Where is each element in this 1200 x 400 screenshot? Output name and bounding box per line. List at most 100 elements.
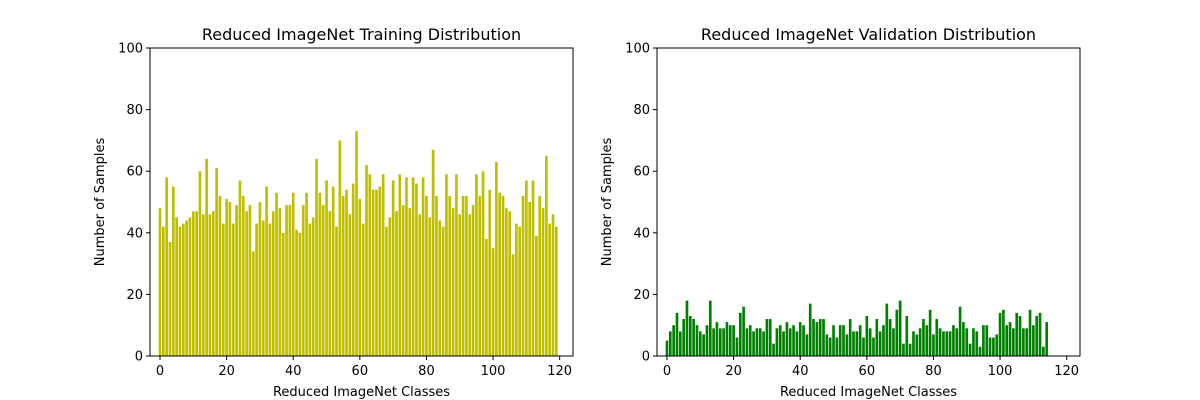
bar xyxy=(418,214,422,356)
bar xyxy=(165,177,168,356)
bar xyxy=(545,155,548,356)
bar xyxy=(878,331,882,356)
x-tick-label: 100 xyxy=(481,364,506,379)
bar xyxy=(245,211,248,356)
bar xyxy=(715,322,719,356)
y-tick-label: 0 xyxy=(135,350,143,365)
bar xyxy=(538,195,542,356)
bar xyxy=(718,328,722,356)
bar xyxy=(848,319,852,356)
bar xyxy=(675,312,679,356)
bar xyxy=(828,337,832,356)
bar xyxy=(842,325,845,356)
bar xyxy=(495,161,498,356)
bar xyxy=(501,195,505,356)
bar xyxy=(455,174,458,356)
bar xyxy=(775,328,779,356)
bar xyxy=(812,319,815,356)
bar xyxy=(778,325,782,356)
bar xyxy=(325,180,328,356)
bar xyxy=(752,331,755,356)
bar xyxy=(898,300,902,356)
bar xyxy=(732,325,735,356)
bar xyxy=(401,205,405,356)
bar xyxy=(942,331,945,356)
bar xyxy=(438,220,442,356)
bar xyxy=(298,232,302,356)
x-tick-label: 80 xyxy=(418,364,435,379)
bar xyxy=(475,174,478,356)
bar xyxy=(555,226,558,356)
bar xyxy=(311,217,315,356)
bar xyxy=(345,189,348,356)
bar xyxy=(705,325,709,356)
bar xyxy=(248,205,252,356)
bar xyxy=(988,337,992,356)
bar xyxy=(491,248,495,356)
bar xyxy=(855,331,859,356)
x-tick-label: 20 xyxy=(218,364,235,379)
x-tick-label: 20 xyxy=(725,364,742,379)
y-tick-label: 20 xyxy=(126,288,143,303)
bar xyxy=(468,214,472,356)
bar xyxy=(258,202,262,356)
bar xyxy=(441,226,445,356)
y-axis-label: Number of Samples xyxy=(93,138,108,267)
bar xyxy=(832,325,835,356)
bar xyxy=(435,195,438,356)
bar xyxy=(485,238,488,356)
x-axis-label: Reduced ImageNet Classes xyxy=(273,385,450,400)
bar xyxy=(231,223,235,356)
bar xyxy=(508,211,512,356)
bar xyxy=(335,226,338,356)
bar xyxy=(982,325,985,356)
bar xyxy=(875,319,879,356)
y-tick-label: 60 xyxy=(633,165,650,180)
plot-frame xyxy=(149,47,574,357)
bar xyxy=(995,334,999,356)
bar xyxy=(338,140,342,356)
bar xyxy=(535,235,538,356)
bar xyxy=(838,325,842,356)
bar xyxy=(678,331,682,356)
x-tick-label: 0 xyxy=(156,364,164,379)
bar xyxy=(858,325,862,356)
bar xyxy=(795,331,799,356)
x-axis-ticks: 0 20 40 60 80 100 120 xyxy=(663,356,1079,379)
bar xyxy=(685,300,689,356)
bar xyxy=(368,174,372,356)
y-tick-label: 60 xyxy=(126,165,143,180)
bar xyxy=(815,322,819,356)
bar xyxy=(865,315,869,356)
x-tick-label: 120 xyxy=(1054,364,1079,379)
bar xyxy=(355,131,358,356)
bar xyxy=(872,337,875,356)
bar xyxy=(992,337,995,356)
bar xyxy=(528,202,532,356)
bar xyxy=(805,334,809,356)
bar xyxy=(191,211,195,356)
bar xyxy=(531,180,535,356)
bar xyxy=(1032,325,1035,356)
bar xyxy=(725,322,729,356)
bar xyxy=(405,177,408,356)
bar xyxy=(928,309,932,356)
plot-frame xyxy=(656,47,1081,357)
bar xyxy=(305,192,308,356)
x-tick-label: 40 xyxy=(792,364,809,379)
bar xyxy=(1005,325,1009,356)
bar xyxy=(408,208,412,356)
bar xyxy=(702,334,705,356)
bar xyxy=(968,343,972,356)
bar xyxy=(238,180,242,356)
bar xyxy=(378,186,382,356)
bar xyxy=(465,195,468,356)
y-tick-label: 40 xyxy=(633,226,650,241)
bar xyxy=(518,226,522,356)
bar xyxy=(748,325,752,356)
bar xyxy=(762,331,765,356)
bar xyxy=(822,319,825,356)
bar xyxy=(211,211,215,356)
bar xyxy=(215,168,218,356)
bar xyxy=(171,186,175,356)
